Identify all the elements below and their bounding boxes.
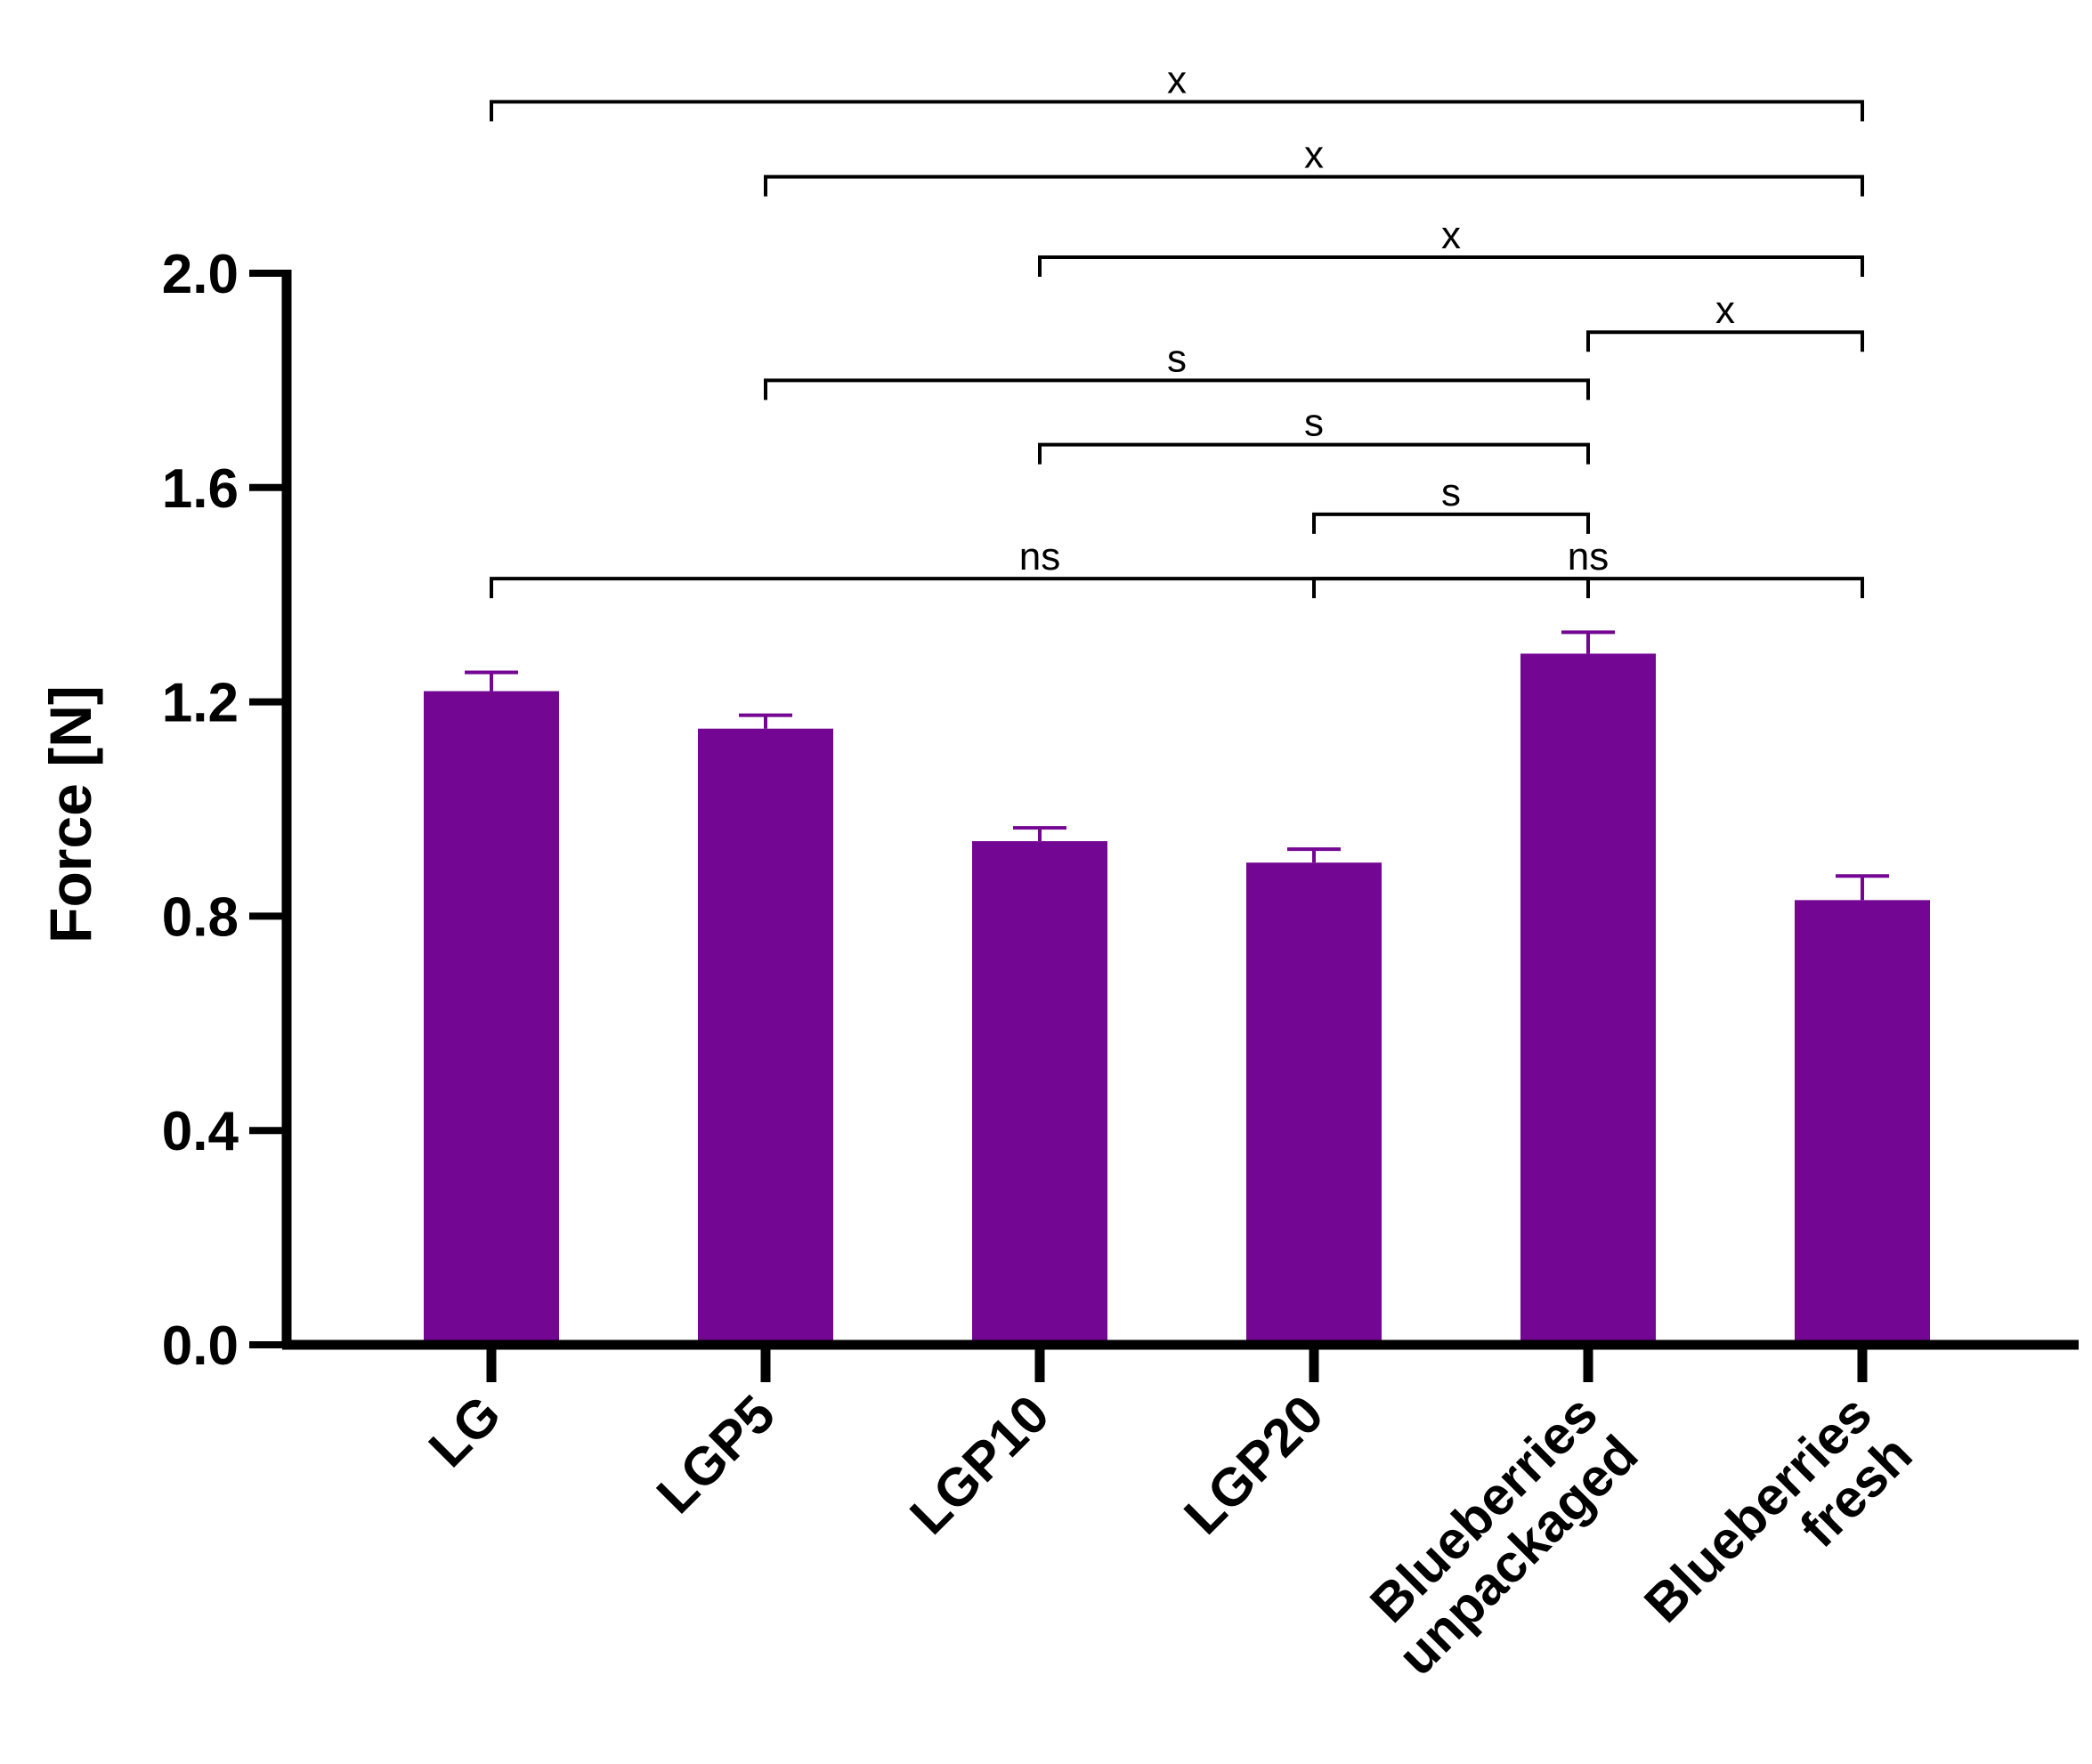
chart-area: 0.00.40.81.21.62.0LG LGP5 LGP10 LGP20 Bluebe… [162, 58, 2079, 1687]
x-tick-label-line: LGP5 [645, 1384, 786, 1525]
bar [698, 728, 833, 1345]
x-tick-label-line: LG [418, 1384, 512, 1478]
significance-label: x [1441, 214, 1461, 257]
significance-bracket [1312, 512, 1590, 534]
significance-bracket [1038, 255, 1864, 277]
y-tick-label: 0.0 [162, 1315, 239, 1377]
x-tick-label-line: LGP10 [898, 1384, 1060, 1546]
bar [424, 691, 559, 1345]
bar [972, 841, 1107, 1345]
y-axis-title: Force [N] [37, 685, 103, 943]
bar [1795, 900, 1930, 1345]
y-tick-label: 1.6 [162, 458, 239, 520]
significance-bracket [1586, 330, 1864, 352]
y-tick-label: 2.0 [162, 244, 239, 305]
x-tick-label: LGP5 [645, 1384, 786, 1525]
significance-label: x [1715, 288, 1735, 332]
significance-label: s [1441, 471, 1461, 514]
x-tick-label: LGP10 [898, 1384, 1060, 1546]
significance-bracket [764, 174, 1864, 197]
bar [1520, 653, 1656, 1345]
x-tick-label-line: LGP20 [1172, 1384, 1334, 1546]
significance-bracket [490, 577, 1590, 599]
significance-bracket [764, 378, 1590, 401]
significance-bracket [1038, 442, 1590, 465]
x-tick-label: Blueberriesunpackaged [1346, 1384, 1649, 1687]
y-tick-label: 0.4 [162, 1101, 239, 1162]
significance-label: x [1304, 134, 1324, 177]
significance-label: s [1304, 401, 1324, 445]
x-tick-label: LGP20 [1172, 1384, 1334, 1546]
y-tick-label: 1.2 [162, 673, 239, 734]
significance-label: s [1167, 336, 1187, 380]
x-tick-label: Blueberriesfresh [1633, 1384, 1923, 1674]
significance-label: ns [1019, 535, 1060, 579]
y-tick-label: 0.8 [162, 886, 239, 948]
significance-bracket [490, 100, 1864, 122]
significance-label: x [1167, 58, 1187, 101]
x-tick-label: LG [418, 1384, 512, 1478]
significance-label: ns [1568, 535, 1609, 579]
bar [1246, 862, 1382, 1345]
